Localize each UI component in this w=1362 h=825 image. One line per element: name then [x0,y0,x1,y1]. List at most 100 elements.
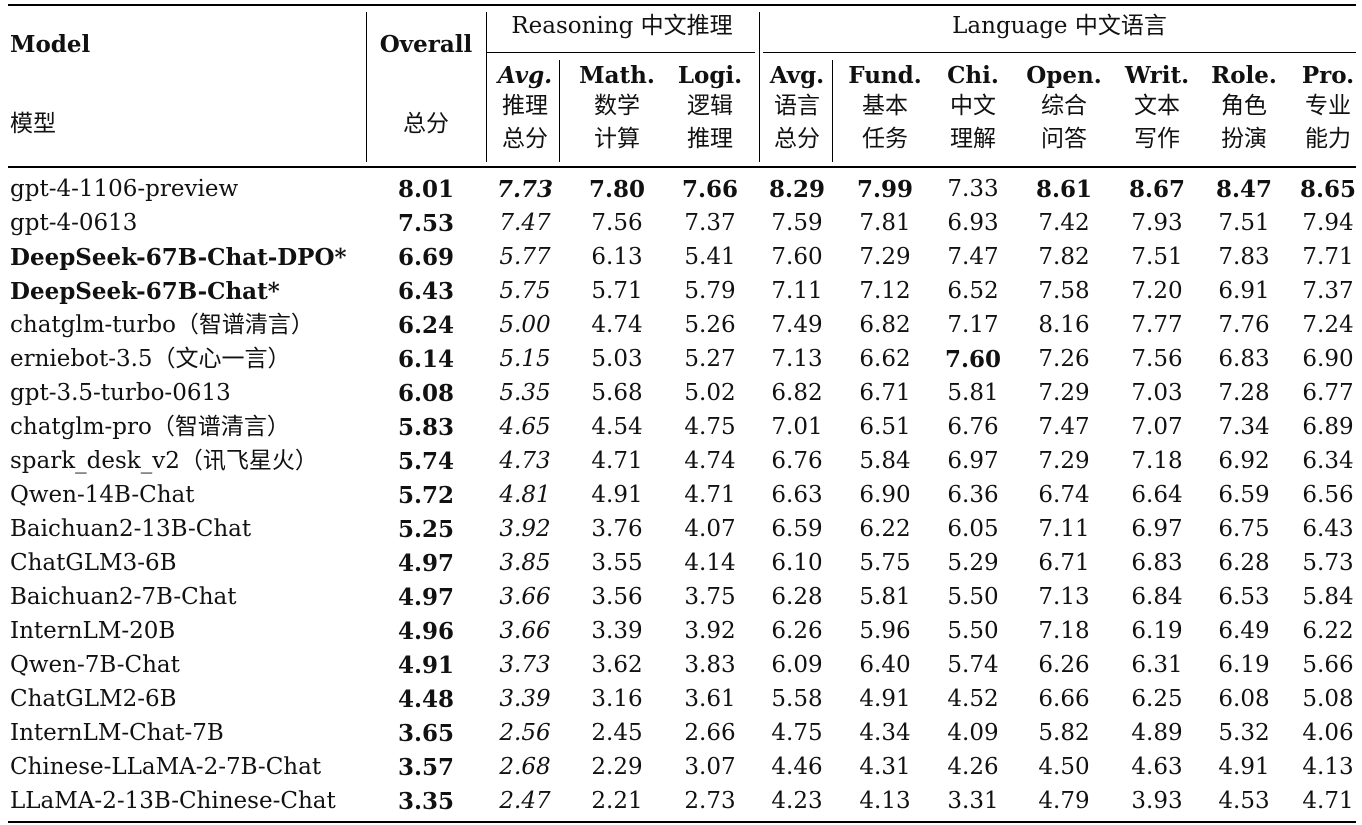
row-score-logic: 4.71 [684,482,736,508]
row-score-reasoning-avg: 4.81 [499,482,551,508]
row-score-writing: 7.03 [1131,380,1183,406]
row-score-writing: 7.20 [1131,278,1183,304]
row-score-math: 5.03 [591,346,643,372]
row-score-logic: 3.83 [684,652,736,678]
row-score-math: 3.62 [591,652,643,678]
row-score-math: 4.91 [591,482,643,508]
row-score-professional: 5.66 [1302,652,1354,678]
header-model-en: Model [10,31,91,58]
row-score-chinese-understanding: 3.31 [947,788,999,814]
subheader-language-avg-zh-1: 语言 [774,93,820,119]
row-score-fundamental: 6.22 [859,516,911,542]
row-score-logic: 5.79 [684,278,736,304]
row-model-name: InternLM-20B [10,618,176,644]
row-overall-score: 6.08 [397,380,455,407]
row-score-logic: 5.26 [684,312,736,338]
row-score-logic: 3.07 [684,754,736,780]
row-score-professional: 5.08 [1302,686,1354,712]
subheader-language-avg-zh-2: 总分 [774,126,820,152]
row-score-language-avg: 6.76 [771,448,823,474]
row-score-writing: 7.77 [1131,312,1183,338]
row-score-reasoning-avg: 5.15 [499,346,551,372]
row-score-math: 6.13 [591,244,643,270]
row-score-chinese-understanding: 5.50 [947,584,999,610]
row-score-role-play: 7.28 [1218,380,1270,406]
row-model-name: LLaMA-2-13B-Chinese-Chat [10,788,336,814]
subheader-professional-en: Pro. [1301,62,1355,89]
subheader-open-qa-zh-1: 综合 [1041,93,1087,119]
row-overall-score: 4.96 [397,618,455,645]
vline-overall [486,12,487,162]
row-score-language-avg: 7.11 [771,278,823,304]
row-score-role-play: 4.53 [1218,788,1270,814]
row-score-logic: 4.07 [684,516,736,542]
row-score-reasoning-avg: 5.77 [499,244,551,270]
subheader-open-qa-en: Open. [1026,62,1102,89]
row-score-language-avg: 4.23 [771,788,823,814]
row-overall-score: 5.83 [397,414,455,441]
row-score-reasoning-avg: 3.73 [499,652,551,678]
row-score-writing: 7.07 [1131,414,1183,440]
row-score-writing: 7.51 [1131,244,1183,270]
row-score-language-avg: 6.28 [771,584,823,610]
row-score-math: 3.76 [591,516,643,542]
row-score-role-play: 7.76 [1218,312,1270,338]
row-score-chinese-understanding: 4.26 [947,754,999,780]
row-score-math: 2.21 [591,788,643,814]
row-score-fundamental: 5.81 [859,584,911,610]
row-score-reasoning-avg: 7.47 [499,210,551,236]
row-score-math: 2.45 [591,720,643,746]
subheader-professional-zh-1: 专业 [1305,93,1351,119]
subheader-writing-zh-2: 写作 [1134,126,1180,152]
subheader-role-play-zh-1: 角色 [1221,93,1267,119]
row-score-logic: 4.75 [684,414,736,440]
subheader-math-zh-1: 数学 [594,93,640,119]
row-score-logic: 3.75 [684,584,736,610]
vline-language [759,12,760,162]
row-score-language-avg: 6.09 [771,652,823,678]
row-score-logic: 3.92 [684,618,736,644]
row-model-name: DeepSeek-67B-Chat-DPO* [10,244,347,271]
row-overall-score: 6.69 [397,244,455,271]
row-score-writing: 4.89 [1131,720,1183,746]
row-score-reasoning-avg: 5.75 [499,278,551,304]
row-score-open-qa: 8.61 [1035,176,1093,203]
row-score-reasoning-avg: 4.65 [499,414,551,440]
row-model-name: Chinese-LLaMA-2-7B-Chat [10,754,322,780]
row-score-role-play: 7.34 [1218,414,1270,440]
subheader-math-zh-2: 计算 [594,126,640,152]
row-score-fundamental: 4.34 [859,720,911,746]
row-score-logic: 4.14 [684,550,736,576]
row-score-role-play: 4.91 [1218,754,1270,780]
row-score-writing: 4.63 [1131,754,1183,780]
row-score-professional: 6.22 [1302,618,1354,644]
row-score-professional: 5.84 [1302,584,1354,610]
row-score-open-qa: 8.16 [1038,312,1090,338]
row-score-language-avg: 6.59 [771,516,823,542]
subheader-professional-zh-2: 能力 [1305,126,1351,152]
row-score-language-avg: 4.46 [771,754,823,780]
row-score-professional: 7.94 [1302,210,1354,236]
subheader-fundamental-zh-1: 基本 [862,93,908,119]
subheader-fundamental-en: Fund. [848,62,922,89]
row-score-role-play: 6.92 [1218,448,1270,474]
row-score-open-qa: 7.11 [1038,516,1090,542]
row-score-role-play: 6.59 [1218,482,1270,508]
row-score-reasoning-avg: 5.00 [499,312,551,338]
row-score-logic: 4.74 [684,448,736,474]
row-score-math: 2.29 [591,754,643,780]
row-score-chinese-understanding: 4.09 [947,720,999,746]
row-score-logic: 2.73 [684,788,736,814]
row-score-fundamental: 6.51 [859,414,911,440]
row-score-chinese-understanding: 7.17 [947,312,999,338]
row-model-name: erniebot-3.5（文心一言） [10,346,291,372]
row-score-role-play: 7.51 [1218,210,1270,236]
row-score-chinese-understanding: 6.36 [947,482,999,508]
header-overall-en: Overall [379,31,473,58]
row-score-chinese-understanding: 6.52 [947,278,999,304]
row-score-role-play: 8.47 [1215,176,1273,203]
row-score-logic: 2.66 [684,720,736,746]
row-overall-score: 4.97 [397,550,455,577]
row-score-open-qa: 7.47 [1038,414,1090,440]
